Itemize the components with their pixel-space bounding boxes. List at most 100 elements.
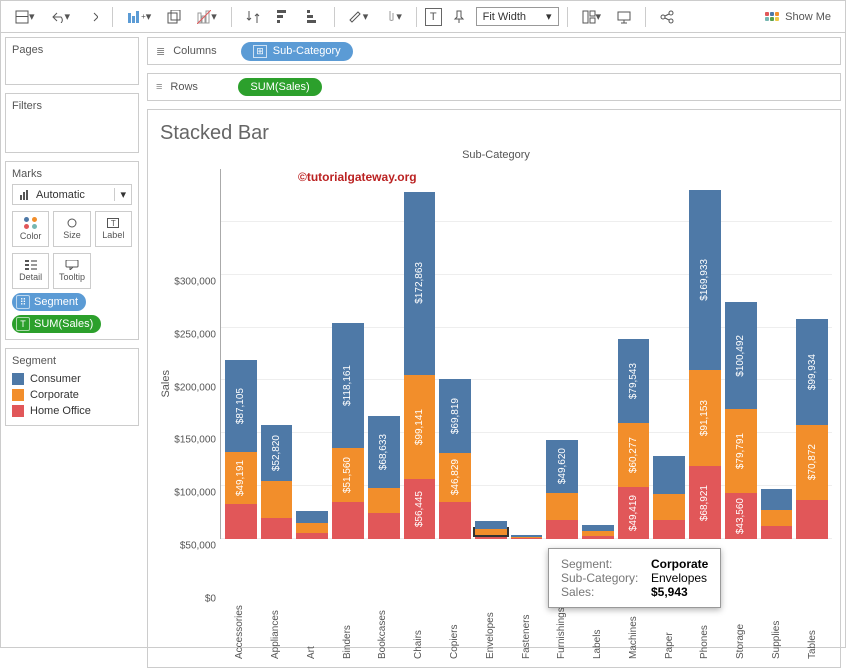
bar-segment[interactable] (511, 537, 543, 538)
bars-region[interactable]: $49,191$87,105$52,820$51,560$118,161$68,… (220, 169, 832, 539)
bar-column[interactable]: $51,560$118,161 (332, 323, 364, 539)
attach-btn[interactable]: ▾ (378, 6, 408, 28)
bar-segment[interactable]: $99,934 (796, 319, 828, 425)
bar-segment[interactable] (582, 531, 614, 536)
bar-segment[interactable] (761, 489, 793, 510)
bar-segment[interactable] (796, 500, 828, 539)
bar-column[interactable]: $68,921$91,153$169,933 (689, 190, 721, 539)
bar-segment[interactable] (761, 526, 793, 539)
bar-segment[interactable]: $60,277 (618, 423, 650, 487)
marks-type-select[interactable]: Automatic ▾ (12, 184, 132, 205)
bar-segment[interactable] (653, 456, 685, 494)
bar-segment[interactable]: $87,105 (225, 360, 257, 452)
showme-btn[interactable]: Show Me (759, 7, 837, 27)
bar-segment[interactable] (511, 538, 543, 539)
bar-segment[interactable]: $56,445 (404, 479, 436, 539)
show-cards-btn[interactable]: ▾ (576, 6, 608, 28)
bar-segment[interactable]: $169,933 (689, 190, 721, 370)
bar-segment[interactable] (475, 529, 507, 535)
bar-segment[interactable] (296, 523, 328, 533)
bar-segment[interactable] (546, 520, 578, 539)
bar-segment[interactable]: $100,492 (725, 302, 757, 408)
presentation-btn[interactable] (611, 6, 637, 28)
bar-column[interactable]: $49,191$87,105 (225, 360, 257, 539)
bar-segment[interactable]: $52,820 (261, 425, 293, 481)
pin-btn[interactable] (446, 6, 472, 28)
marks-label-btn[interactable]: T Label (95, 211, 132, 247)
bar-segment[interactable] (475, 521, 507, 528)
bar-column[interactable]: $46,829$69,819 (439, 379, 471, 539)
bar-segment[interactable]: $70,872 (796, 425, 828, 500)
bar-segment[interactable]: $46,829 (439, 453, 471, 503)
bar-segment[interactable]: $99,141 (404, 375, 436, 480)
bar-segment[interactable] (475, 535, 507, 539)
bar-segment[interactable]: $91,153 (689, 370, 721, 466)
swap-btn[interactable] (240, 6, 266, 28)
bar-column[interactable]: $56,445$99,141$172,863 (404, 192, 436, 539)
bar-column[interactable]: $68,633 (368, 416, 400, 539)
rows-shelf[interactable]: ≡ Rows SUM(Sales) (147, 73, 841, 101)
fit-select[interactable]: Fit Width▾ (476, 7, 559, 26)
bar-segment[interactable] (546, 493, 578, 520)
marks-pill-segment[interactable]: ⠿ Segment (12, 293, 86, 311)
bar-segment[interactable]: $49,191 (225, 452, 257, 504)
marks-tooltip-btn[interactable]: Tooltip (53, 253, 90, 289)
bar-segment[interactable] (332, 502, 364, 539)
legend-item[interactable]: Consumer (12, 371, 132, 387)
labels-toggle-btn[interactable]: T (425, 8, 442, 26)
marks-color-btn[interactable]: Color (12, 211, 49, 247)
share-btn[interactable] (654, 6, 680, 28)
bar-column[interactable] (296, 511, 328, 540)
marks-detail-btn[interactable]: Detail (12, 253, 49, 289)
bar-column[interactable]: $49,620 (546, 440, 578, 539)
bar-segment[interactable]: $68,633 (368, 416, 400, 489)
marks-size-btn[interactable]: Size (53, 211, 90, 247)
marks-pill-sales[interactable]: T SUM(Sales) (12, 315, 101, 333)
bar-segment[interactable]: $118,161 (332, 323, 364, 448)
bar-segment[interactable] (761, 510, 793, 526)
bar-segment[interactable]: $79,791 (725, 409, 757, 493)
redo-btn[interactable] (80, 7, 104, 27)
bar-segment[interactable]: $69,819 (439, 379, 471, 453)
bar-segment[interactable] (368, 513, 400, 539)
columns-shelf[interactable]: ≣ Columns ⊞ Sub-Category (147, 37, 841, 65)
bar-segment[interactable] (296, 511, 328, 524)
rows-pill[interactable]: SUM(Sales) (238, 78, 321, 96)
bar-segment[interactable] (582, 525, 614, 531)
bar-segment[interactable] (296, 533, 328, 539)
bar-segment[interactable]: $51,560 (332, 448, 364, 503)
undo-btn[interactable]: ▾ (45, 6, 77, 27)
legend-item[interactable]: Home Office (12, 403, 132, 419)
bar-segment[interactable] (368, 488, 400, 512)
bar-column[interactable]: $70,872$99,934 (796, 319, 828, 539)
bar-segment[interactable] (582, 536, 614, 539)
bar-column[interactable]: $43,560$79,791$100,492 (725, 302, 757, 539)
bar-segment[interactable] (511, 535, 543, 537)
bar-column[interactable]: $52,820 (261, 425, 293, 539)
bar-column[interactable] (582, 525, 614, 539)
bar-segment[interactable] (439, 502, 471, 539)
duplicate-btn[interactable] (161, 6, 187, 28)
bar-segment[interactable]: $43,560 (725, 493, 757, 539)
bar-column[interactable] (475, 521, 507, 539)
bar-segment[interactable] (261, 481, 293, 518)
sort-desc-btn[interactable] (300, 6, 326, 28)
bar-column[interactable] (511, 535, 543, 539)
datasource-btn[interactable]: ▾ (9, 6, 41, 28)
bar-segment[interactable] (653, 494, 685, 520)
bar-segment[interactable]: $79,543 (618, 339, 650, 423)
bar-column[interactable] (653, 456, 685, 539)
bar-column[interactable] (761, 489, 793, 539)
bar-segment[interactable] (653, 520, 685, 539)
bar-segment[interactable]: $68,921 (689, 466, 721, 539)
bar-segment[interactable]: $49,620 (546, 440, 578, 492)
new-sheet-btn[interactable]: +▾ (121, 6, 157, 28)
bar-segment[interactable]: $172,863 (404, 192, 436, 375)
bar-segment[interactable]: $49,419 (618, 487, 650, 539)
columns-pill[interactable]: ⊞ Sub-Category (241, 42, 352, 61)
highlight-btn[interactable]: ▾ (343, 6, 375, 28)
legend-item[interactable]: Corporate (12, 387, 132, 403)
bar-segment[interactable] (261, 518, 293, 539)
clear-btn[interactable]: ▾ (191, 6, 223, 28)
bar-segment[interactable] (225, 504, 257, 539)
